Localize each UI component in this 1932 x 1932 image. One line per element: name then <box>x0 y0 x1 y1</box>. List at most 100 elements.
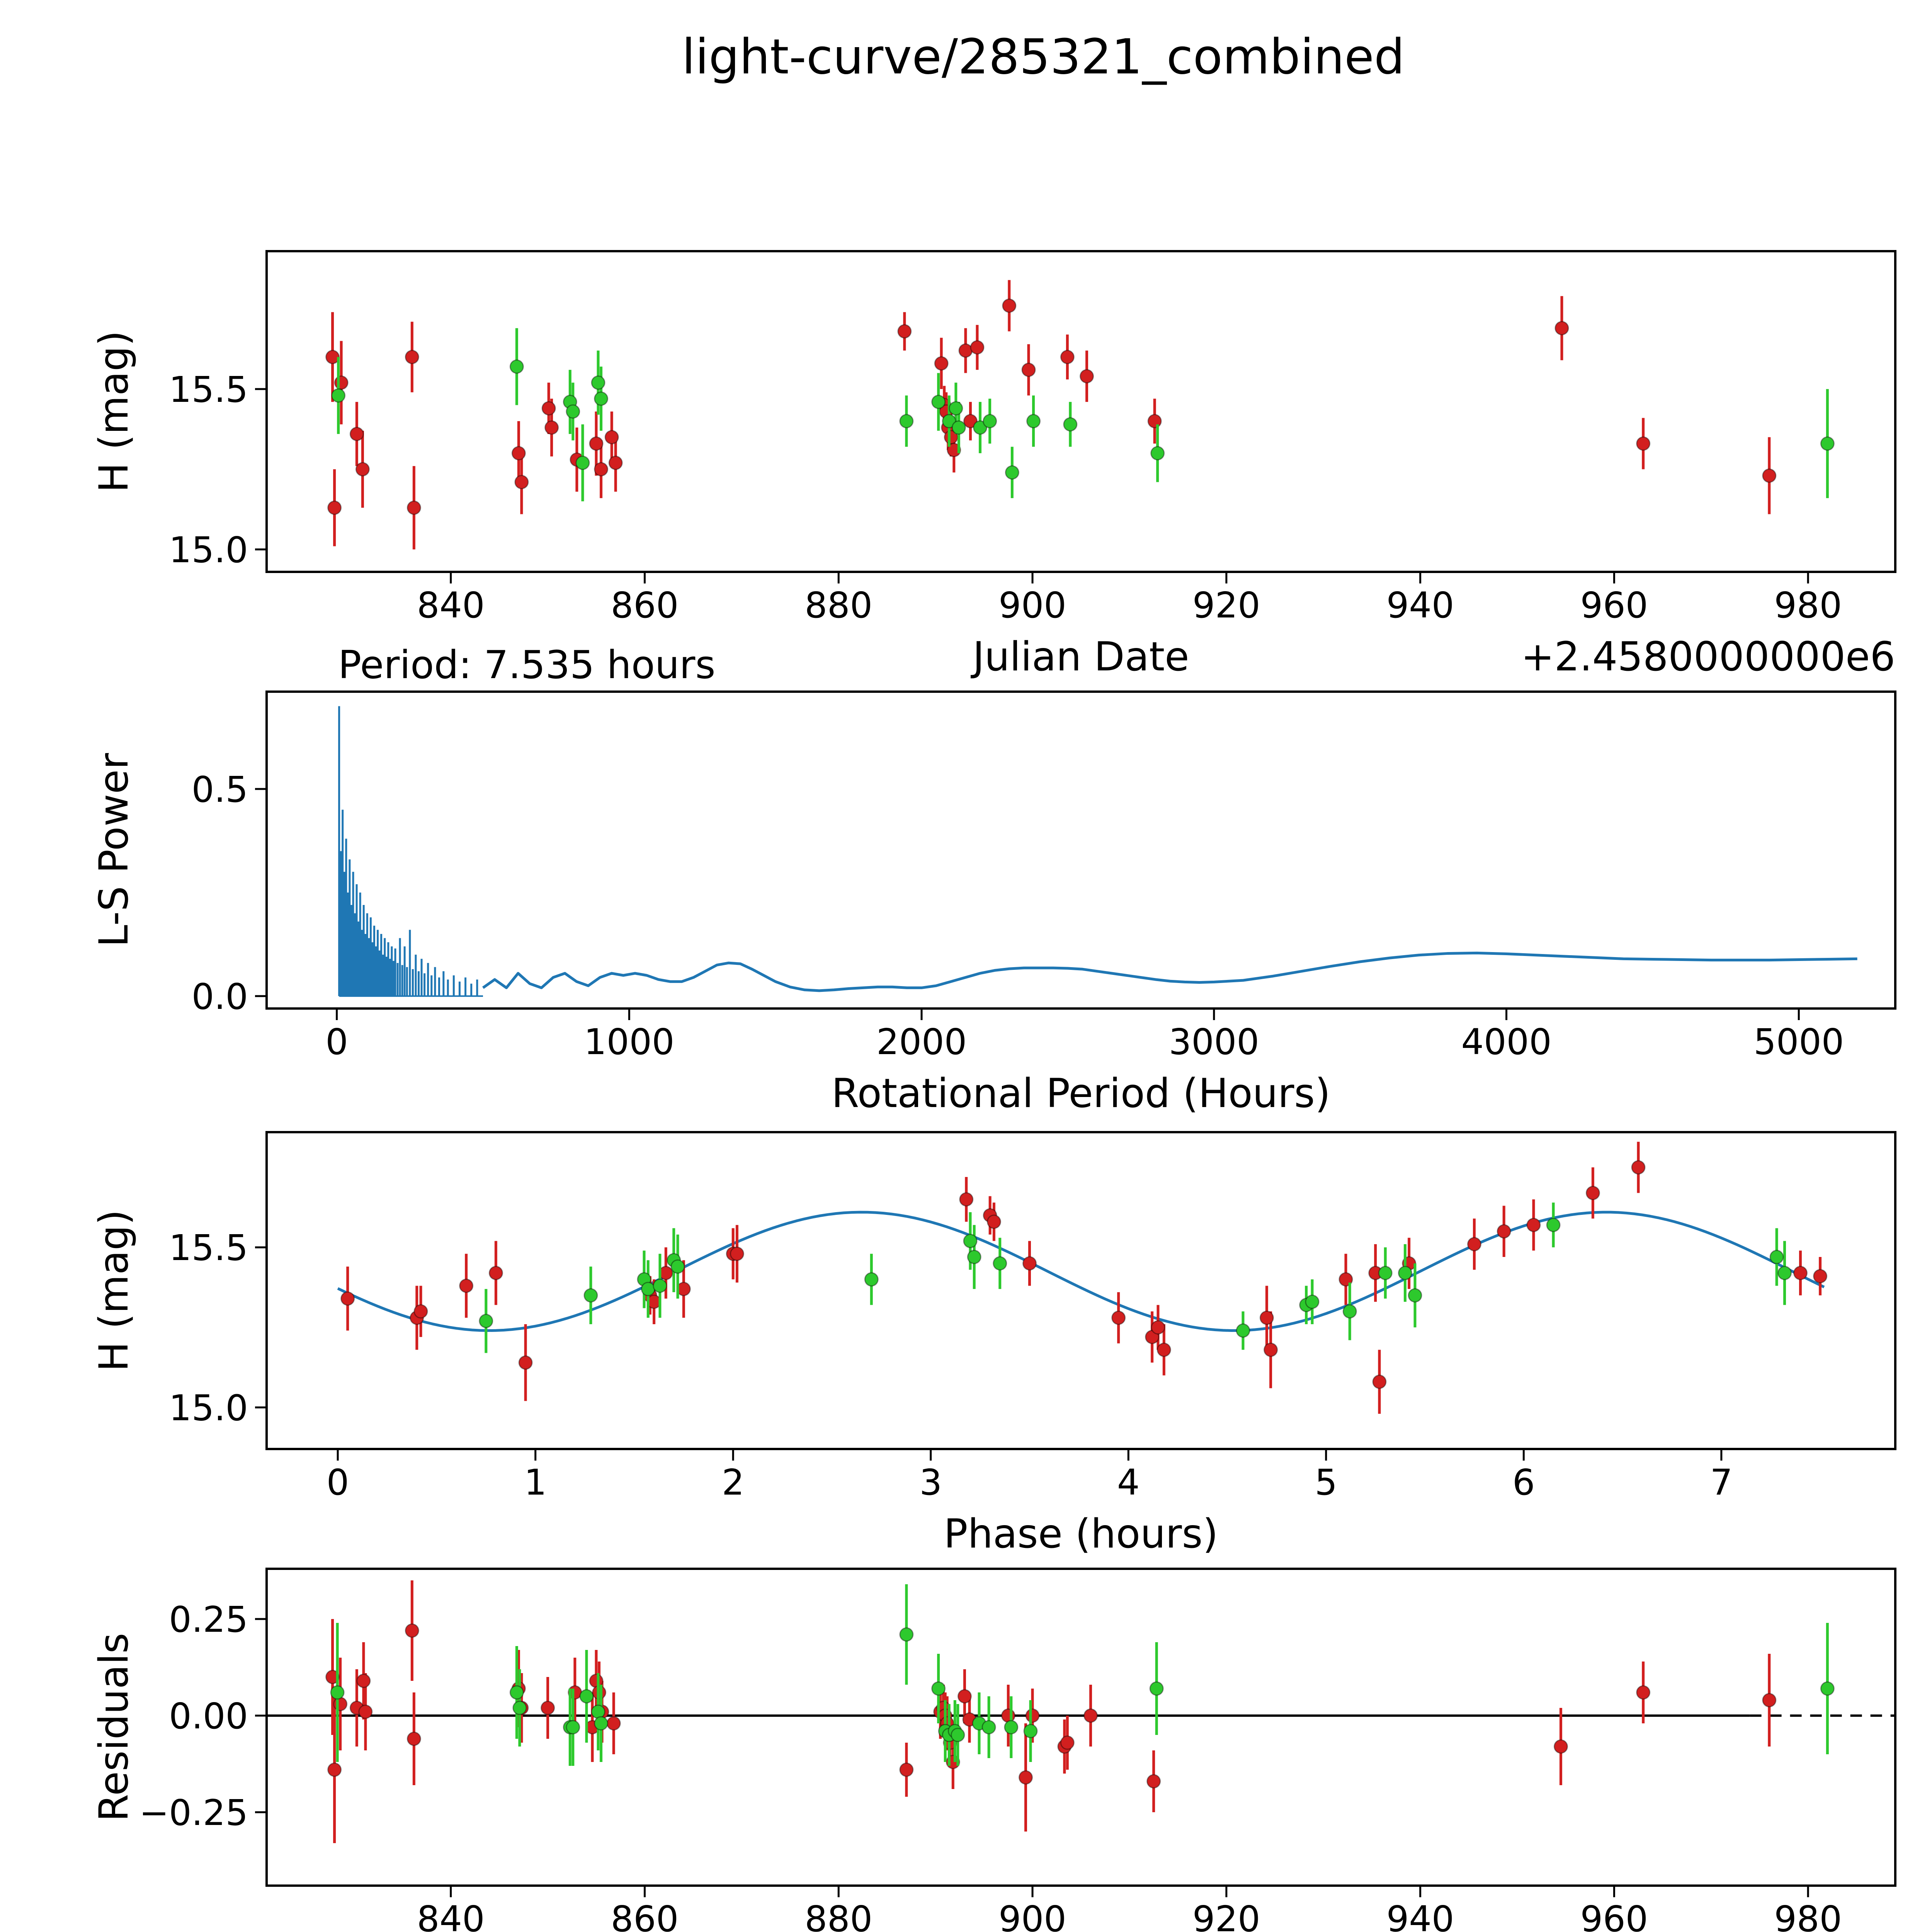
x-axis-label: Julian Date <box>970 634 1189 680</box>
data-point-red-obs <box>1636 1685 1651 1700</box>
y-tick-label: −0.25 <box>139 1792 248 1833</box>
data-point-green-obs <box>1063 417 1078 432</box>
x-tick-label: 940 <box>1386 585 1454 626</box>
data-point-red-obs <box>1636 436 1651 451</box>
data-point-red-obs <box>1553 1739 1568 1754</box>
x-tick-label: 0 <box>327 1462 349 1503</box>
axes-frame <box>265 690 1896 1010</box>
x-axis-label: Phase (hours) <box>944 1511 1218 1557</box>
data-point-green-obs <box>1150 446 1165 461</box>
data-point-green-obs <box>1149 1681 1164 1696</box>
x-tick-label: 860 <box>611 585 679 626</box>
data-point-red-obs <box>1372 1374 1387 1389</box>
data-point-red-obs <box>897 324 912 338</box>
data-point-red-obs <box>511 446 526 461</box>
x-tick-label: 880 <box>804 585 872 626</box>
data-point-red-obs <box>544 420 559 435</box>
data-point-green-obs <box>1342 1304 1357 1319</box>
data-point-red-obs <box>1001 1708 1015 1723</box>
x-tick-label: 3 <box>919 1462 942 1503</box>
data-point-red-obs <box>604 430 619 444</box>
data-point-green-obs <box>949 401 963 416</box>
data-point-red-obs <box>1813 1269 1828 1284</box>
data-point-red-obs <box>514 475 529 490</box>
data-point-green-obs <box>1398 1265 1412 1280</box>
data-point-green-obs <box>981 1720 996 1735</box>
data-point-green-obs <box>1408 1288 1422 1303</box>
data-point-red-obs <box>327 500 342 515</box>
x-tick-label: 0 <box>325 1021 348 1063</box>
data-point-green-obs <box>575 456 590 470</box>
x-tick-label: 940 <box>1386 1898 1454 1932</box>
data-point-red-obs <box>970 340 985 355</box>
data-point-green-obs <box>1820 436 1835 451</box>
x-tick-label: 1000 <box>584 1021 674 1063</box>
data-point-red-obs <box>1147 414 1162 429</box>
data-point-red-obs <box>1467 1237 1481 1252</box>
data-point-green-obs <box>899 1627 914 1642</box>
data-point-green-obs <box>1777 1265 1792 1280</box>
data-point-green-obs <box>983 414 997 429</box>
x-tick-label: 6 <box>1512 1462 1535 1503</box>
data-point-green-obs <box>1769 1250 1784 1264</box>
y-tick-label: 15.5 <box>169 1227 248 1269</box>
data-point-red-obs <box>963 414 978 429</box>
period-annotation: Period: 7.535 hours <box>338 642 716 687</box>
data-point-red-obs <box>594 462 609 476</box>
data-point-green-obs <box>591 375 605 390</box>
axes-frame <box>265 250 1896 573</box>
data-point-red-obs <box>1526 1218 1541 1232</box>
x-axis-label: Rotational Period (Hours) <box>832 1070 1330 1117</box>
panel-residuals: 840860880900920940960980−0.250.000.25Jul… <box>91 1568 1896 1932</box>
data-point-red-obs <box>1018 1770 1033 1785</box>
x-tick-label: 960 <box>1580 585 1648 626</box>
y-axis-label: L-S Power <box>91 753 137 947</box>
data-point-red-obs <box>488 1265 503 1280</box>
data-point-red-obs <box>355 462 370 476</box>
y-tick-label: 0.0 <box>192 976 248 1017</box>
x-tick-label: 980 <box>1774 585 1842 626</box>
data-point-red-obs <box>358 1704 373 1719</box>
data-point-green-obs <box>1546 1218 1561 1232</box>
data-point-red-obs <box>1111 1310 1126 1325</box>
axes-frame <box>265 1131 1896 1450</box>
y-tick-label: 15.5 <box>169 369 248 410</box>
data-point-red-obs <box>325 1670 340 1684</box>
data-point-red-obs <box>1060 350 1075 364</box>
data-point-red-obs <box>327 1762 342 1777</box>
data-point-red-obs <box>541 401 556 416</box>
data-point-green-obs <box>1026 414 1041 429</box>
data-point-green-obs <box>330 1685 345 1700</box>
y-axis-label: H (mag) <box>91 1209 137 1371</box>
data-point-red-obs <box>958 343 973 358</box>
data-point-green-obs <box>951 1728 965 1742</box>
panel-jd_lightcurve: 840 860 880 900 920 940 960 980 15.0 15.5 Julian D… <box>91 250 1896 680</box>
data-point-red-obs <box>934 356 949 371</box>
data-point-green-obs <box>579 1689 594 1704</box>
panel-periodogram: 0 1000 2000 3000 4000 5000 0.0 0.5 Rotational Pe… <box>91 642 1896 1117</box>
data-point-green-obs <box>509 359 524 374</box>
figure-title: light-curve/285321_combined <box>682 29 1405 85</box>
data-point-green-obs <box>591 1704 605 1719</box>
data-point-green-obs <box>1023 1724 1038 1738</box>
data-point-red-obs <box>349 427 364 441</box>
data-point-red-obs <box>405 1623 419 1638</box>
data-point-green-obs <box>1305 1294 1320 1309</box>
data-point-red-obs <box>1022 1256 1037 1271</box>
data-point-green-obs <box>993 1256 1007 1271</box>
data-point-green-obs <box>594 1716 609 1731</box>
x-tick-label: 860 <box>611 1898 679 1932</box>
x-tick-label: 980 <box>1774 1898 1842 1932</box>
y-tick-label: 0.5 <box>192 769 248 810</box>
data-point-green-obs <box>566 1720 580 1735</box>
x-tick-label: 880 <box>804 1898 872 1932</box>
data-point-green-obs <box>963 1234 978 1248</box>
phase-fit-curve <box>337 1211 1825 1332</box>
data-point-green-obs <box>1378 1265 1393 1280</box>
data-point-red-obs <box>1762 468 1777 483</box>
data-point-red-obs <box>957 1689 972 1704</box>
data-point-green-obs <box>951 420 966 435</box>
y-axis-label: H (mag) <box>91 330 137 492</box>
